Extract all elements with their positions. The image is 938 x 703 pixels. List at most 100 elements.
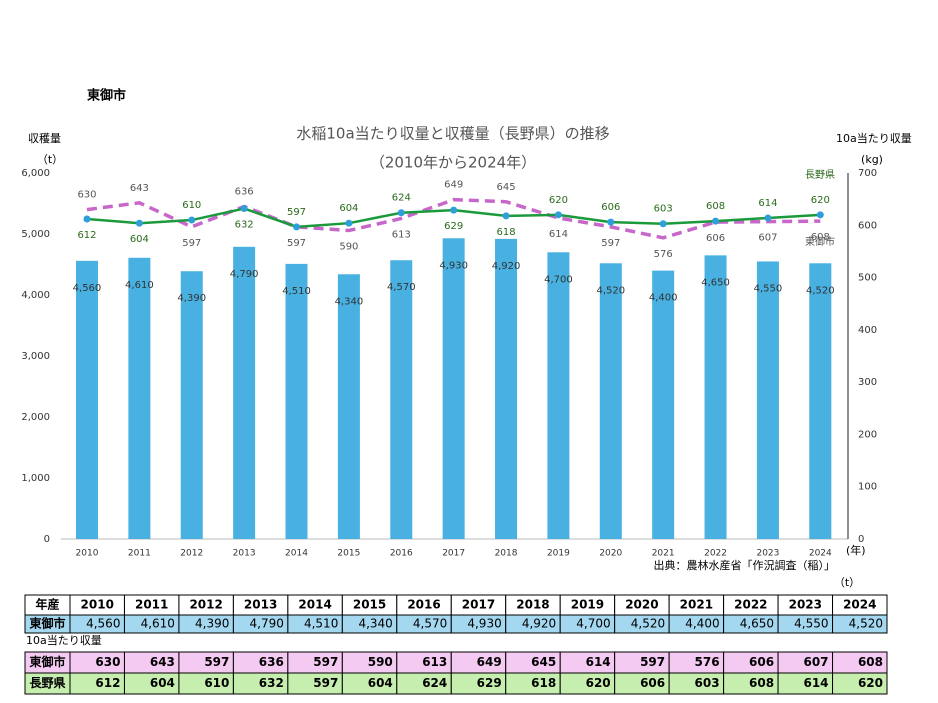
table-value: 608 — [858, 655, 883, 669]
marker — [554, 211, 562, 219]
marker — [450, 206, 458, 214]
bar-label: 4,700 — [544, 274, 573, 285]
table-cell — [832, 614, 888, 634]
chart-subtitle: （2010年から2024年） — [370, 154, 536, 172]
table-value: 612 — [95, 676, 120, 690]
table-value: 618 — [531, 676, 556, 690]
bar-label: 4,650 — [701, 277, 730, 288]
line-label: 606 — [601, 202, 620, 213]
y2-tick-label: 100 — [858, 482, 877, 493]
table-value: 4,550 — [794, 617, 828, 631]
bar — [75, 260, 98, 539]
bar-label: 4,510 — [282, 286, 311, 297]
table-value: 620 — [586, 676, 611, 690]
marker — [397, 209, 405, 217]
marker — [816, 211, 824, 219]
bar — [809, 263, 832, 539]
bar — [756, 261, 779, 539]
x-tick-label: 2010 — [76, 549, 99, 559]
y-tick-label: 2,000 — [21, 412, 50, 423]
line-label: 597 — [182, 238, 201, 249]
x-tick-label: 2016 — [390, 549, 413, 559]
bar-label: 4,790 — [230, 269, 259, 280]
table-value: 597 — [313, 655, 338, 669]
table-value: 597 — [640, 655, 665, 669]
x-tick-label: 2018 — [495, 549, 518, 559]
bar — [285, 263, 308, 539]
y2-tick-label: 500 — [858, 273, 877, 284]
line-label: 603 — [654, 204, 673, 215]
line-label: 630 — [77, 190, 96, 201]
bar — [337, 274, 360, 539]
table-value: 2023 — [789, 598, 822, 612]
x-tick-label: 2017 — [442, 549, 465, 559]
line-label: 620 — [549, 195, 568, 206]
y2-tick-label: 600 — [858, 220, 877, 231]
table-value: 604 — [368, 676, 393, 690]
table-value: 2013 — [244, 598, 277, 612]
y2-tick-label: 300 — [858, 377, 877, 388]
table-value: 4,400 — [685, 617, 719, 631]
line-label: 590 — [339, 242, 358, 253]
table-value: 4,520 — [631, 617, 665, 631]
bar-label: 4,930 — [439, 260, 468, 271]
bar-label: 4,920 — [492, 261, 521, 272]
table-value: 2020 — [625, 598, 658, 612]
marker — [293, 223, 301, 231]
bar — [390, 260, 413, 539]
table-value: 590 — [368, 655, 393, 669]
marker — [764, 214, 772, 222]
line-label: 604 — [130, 234, 149, 245]
line-label: 604 — [339, 203, 358, 214]
line-label: 636 — [235, 186, 254, 197]
line-label: 620 — [811, 195, 830, 206]
x-tick-label: 2020 — [599, 549, 622, 559]
table-value: 629 — [477, 676, 502, 690]
line-label: 608 — [811, 232, 830, 243]
bar-label: 4,400 — [649, 293, 678, 304]
table-value: 4,570 — [413, 617, 447, 631]
table-value: 4,790 — [250, 617, 284, 631]
table-value: 636 — [259, 655, 284, 669]
table-value: 4,930 — [467, 617, 501, 631]
table-value: 610 — [204, 676, 229, 690]
bar — [704, 255, 727, 539]
table-value: 2015 — [353, 598, 386, 612]
marker — [83, 215, 91, 223]
bar — [128, 257, 151, 539]
table-value: 2010 — [81, 598, 114, 612]
line-label: 645 — [496, 182, 515, 193]
series-label: 長野県 — [805, 169, 835, 181]
table-value: 614 — [586, 655, 611, 669]
marker — [188, 216, 196, 224]
marker — [659, 220, 667, 228]
bar — [233, 246, 256, 539]
y-tick-label: 1,000 — [21, 473, 50, 484]
table-value: 2022 — [734, 598, 767, 612]
bar — [547, 252, 570, 540]
line-label: 614 — [549, 229, 568, 240]
x-tick-label: 2021 — [652, 549, 675, 559]
table-value: 614 — [803, 676, 828, 690]
table-value: 4,920 — [522, 617, 556, 631]
x-tick-label: 2011 — [128, 549, 151, 559]
table-value: 613 — [422, 655, 447, 669]
line — [86, 197, 821, 240]
marker — [607, 218, 615, 226]
table-row-label: 年産 — [35, 597, 59, 612]
line-label: 610 — [182, 200, 201, 211]
table-value: 4,650 — [740, 617, 774, 631]
bar-label: 4,340 — [335, 296, 364, 307]
table-value: 632 — [259, 676, 284, 690]
line-label: 629 — [444, 221, 463, 232]
table-value: 620 — [858, 676, 883, 690]
bar-label: 4,390 — [177, 293, 206, 304]
table-value: 630 — [95, 655, 120, 669]
y-tick-label: 0 — [44, 534, 50, 545]
y2-tick-label: 0 — [858, 534, 864, 545]
bar-label: 4,610 — [125, 280, 154, 291]
table-unit: （t） — [834, 576, 860, 589]
line-label: 576 — [654, 249, 673, 260]
table-value: 597 — [204, 655, 229, 669]
bar — [180, 271, 203, 539]
